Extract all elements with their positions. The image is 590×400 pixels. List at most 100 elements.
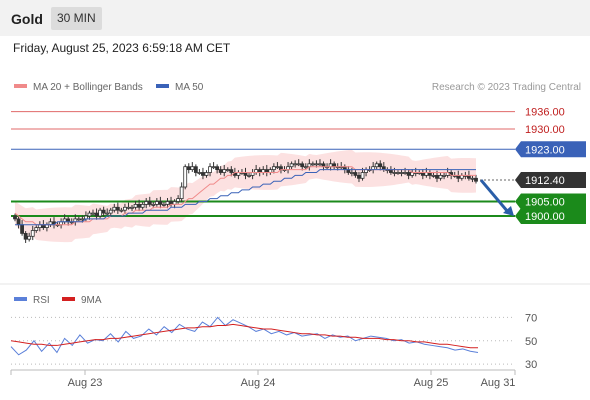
rsi-legend-swatch	[14, 297, 27, 301]
candle-body	[23, 232, 28, 240]
ma50-legend-label: MA 50	[175, 82, 204, 93]
candle-body	[435, 174, 439, 179]
level-label-resistance-1: 1930.00	[525, 124, 565, 136]
candle-body	[374, 163, 379, 168]
candle-body	[403, 172, 407, 174]
candle-body	[112, 206, 117, 211]
credit-text: Research © 2023 Trading Central	[432, 82, 581, 93]
candle-body	[190, 166, 195, 170]
candle-body	[126, 206, 131, 209]
candle-body	[349, 172, 354, 174]
rsi-plot: 30 50 70	[10, 312, 537, 371]
candle-body	[115, 206, 120, 211]
rsi-ma-line	[10, 323, 478, 349]
level-tag-current	[515, 172, 586, 189]
candle-body	[360, 172, 365, 179]
instrument-title: Gold	[11, 11, 43, 27]
ma50-legend-swatch	[156, 84, 169, 88]
x-tick-label: Aug 24	[241, 377, 276, 389]
candle-body	[87, 212, 92, 217]
rsi-tick-label: 70	[525, 312, 537, 324]
candle-body	[30, 230, 35, 237]
candle-body	[431, 174, 436, 177]
candle-body	[247, 174, 251, 177]
candle-body	[27, 235, 32, 240]
candle-body	[158, 201, 163, 205]
candle-body	[80, 218, 85, 221]
ma20-legend-label: MA 20 + Bollinger Bands	[33, 82, 143, 93]
candle-body	[204, 172, 209, 176]
main-plot: 1936.00 1930.00 1923.00 1912.40 1905.00 1900.…	[11, 107, 586, 243]
level-label-current: 1912.40	[525, 175, 565, 187]
candle-body	[211, 166, 216, 169]
candle-body	[101, 209, 106, 214]
candle-body	[215, 166, 220, 170]
candle-body	[91, 212, 95, 215]
candle-body	[34, 227, 39, 231]
candle-body	[179, 186, 184, 199]
candle-body	[399, 172, 404, 174]
rsi-ma-legend-swatch	[62, 297, 75, 301]
candle-body	[357, 174, 361, 179]
candle-body	[108, 209, 113, 214]
rsi-legend-label: RSI	[33, 295, 50, 306]
x-tick-label: Aug 23	[68, 377, 103, 389]
candle-body	[222, 169, 227, 173]
candle-body	[105, 212, 110, 215]
candle-body	[162, 203, 166, 206]
rsi-tick-label: 30	[525, 359, 537, 371]
bollinger-band	[15, 149, 476, 243]
rsi-line	[10, 316, 479, 356]
ma20-legend-swatch	[14, 84, 27, 88]
rsi-ma-legend-label: 9MA	[81, 295, 102, 306]
candle-body	[275, 166, 280, 169]
candle-body	[470, 177, 475, 180]
candle-body	[130, 206, 134, 209]
candle-body	[303, 166, 308, 169]
candle-body	[197, 172, 202, 174]
candle-body	[296, 163, 301, 166]
ma50-line	[15, 169, 476, 226]
x-tick-label: Aug 25	[414, 377, 449, 389]
candle-body	[144, 201, 149, 205]
level-label-support-2: 1900.00	[525, 211, 565, 223]
projection-arrow	[479, 179, 510, 213]
candle-body	[392, 172, 397, 174]
candle-body	[20, 224, 24, 234]
candle-body	[16, 218, 21, 226]
level-label-support-1: 1905.00	[525, 197, 565, 209]
candle-body	[201, 172, 205, 176]
candle-body	[378, 163, 383, 168]
candle-body	[119, 209, 124, 212]
x-tick-label: Aug 31	[481, 377, 516, 389]
timeframe-badge[interactable]: 30 MIN	[51, 7, 102, 30]
candle-body	[176, 198, 181, 202]
candle-body	[229, 169, 234, 173]
candle-body	[140, 203, 145, 208]
candle-body	[186, 166, 191, 170]
candle-body	[406, 172, 411, 176]
candle-body	[438, 174, 443, 179]
candle-body	[154, 201, 159, 205]
level-tag-pivot	[515, 141, 586, 158]
candle-body	[353, 172, 358, 176]
candle-body	[474, 177, 478, 182]
candle-body	[218, 169, 223, 173]
level-tag-support-1	[515, 193, 586, 210]
candle-body	[208, 166, 212, 173]
candle-body	[193, 166, 198, 173]
candle-body	[225, 169, 230, 172]
level-tag-support-2	[515, 208, 586, 224]
projection-arrow-head	[503, 206, 514, 216]
x-axis: Aug 23 Aug 24 Aug 25 Aug 31	[10, 370, 516, 389]
candle-body	[76, 218, 81, 221]
candle-body	[289, 163, 294, 168]
candle-body	[123, 206, 127, 211]
candle-body	[442, 174, 446, 177]
candle-body	[271, 166, 276, 170]
candle-body	[183, 166, 188, 188]
candle-body	[147, 201, 152, 205]
candle-body	[137, 203, 142, 208]
candle-body	[300, 163, 305, 168]
